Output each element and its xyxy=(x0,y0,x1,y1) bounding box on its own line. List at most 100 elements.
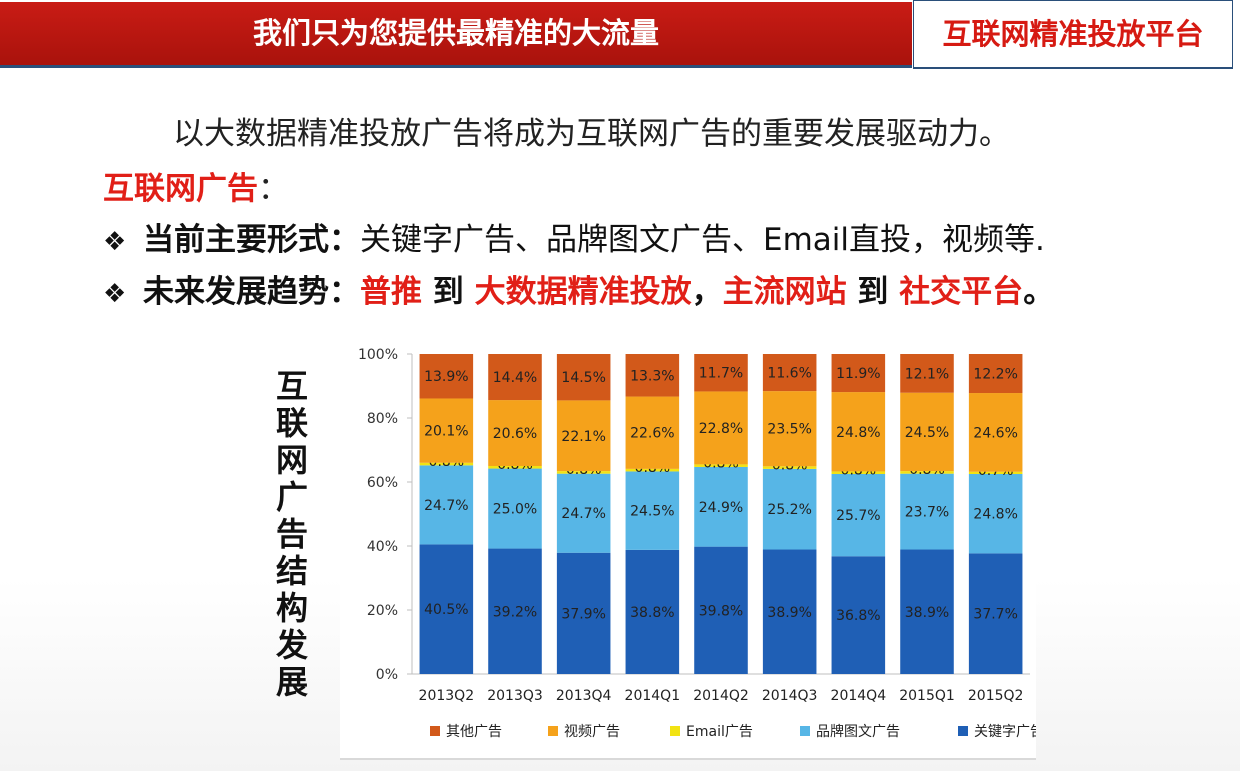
bar-segment xyxy=(968,393,1023,472)
data-label: 36.8% xyxy=(836,608,880,624)
side-title-char: 网 xyxy=(275,441,308,479)
x-tick-label: 2014Q4 xyxy=(831,688,887,704)
bar-segment xyxy=(900,549,954,674)
y-tick-label: 60% xyxy=(367,475,398,491)
data-label: 39.8% xyxy=(699,603,743,619)
left-banner: 我们只为您提供最精准的大流量 xyxy=(0,2,912,68)
legend-label: Email广告 xyxy=(686,724,753,740)
data-label: 37.9% xyxy=(561,606,605,622)
bar-segment xyxy=(556,354,611,401)
bar-segment xyxy=(488,466,542,469)
data-label: 11.6% xyxy=(767,366,811,382)
top-banner: 我们只为您提供最精准的大流量 互联网精准投放平台 xyxy=(0,0,1240,70)
data-label: 24.5% xyxy=(630,504,674,520)
bullet-future-trends: ❖ 未来发展趋势：普推 到 大数据精准投放，主流网站 到 社交平台。 xyxy=(103,266,1054,311)
bar-segment xyxy=(694,464,748,467)
side-title-char: 结 xyxy=(275,552,308,590)
side-title-char: 告 xyxy=(275,515,308,553)
data-label: 24.7% xyxy=(424,498,468,514)
bar-segment xyxy=(900,354,954,393)
data-label: 38.9% xyxy=(767,605,811,621)
data-label: 37.7% xyxy=(973,607,1017,623)
bar-segment xyxy=(762,549,817,674)
data-label: 13.3% xyxy=(630,368,674,384)
legend-swatch xyxy=(670,726,680,736)
intro-text: 以大数据精准投放广告将成为互联网广告的重要发展驱动力。 xyxy=(173,116,1010,152)
bar-segment xyxy=(419,465,474,545)
bar-segment xyxy=(488,468,542,549)
trend-sep-2: 到 xyxy=(846,274,900,310)
data-label: 38.9% xyxy=(905,605,949,621)
data-label: 23.5% xyxy=(767,422,811,438)
bar-segment xyxy=(488,548,542,674)
trend-mainstream: 主流网站 xyxy=(722,274,847,310)
bar-segment xyxy=(831,392,886,472)
data-label: 20.1% xyxy=(424,424,468,440)
side-title-char: 构 xyxy=(275,589,308,627)
bar-segment xyxy=(762,391,817,467)
data-label: 38.8% xyxy=(630,605,674,621)
bar-segment xyxy=(900,471,954,474)
trend-sep-1: 到 xyxy=(422,274,475,310)
bar-segment xyxy=(419,398,474,463)
bullet-diamond-icon: ❖ xyxy=(103,227,127,257)
right-banner: 互联网精准投放平台 xyxy=(913,0,1233,69)
bar-segment xyxy=(625,354,680,397)
bar-segment xyxy=(694,354,748,392)
y-tick-label: 40% xyxy=(367,539,398,555)
bar-segment xyxy=(488,354,542,401)
heading-label: 互联网广告 xyxy=(103,171,258,207)
bar-segment xyxy=(831,474,886,557)
bar-segment xyxy=(488,400,542,466)
x-tick-label: 2014Q1 xyxy=(625,688,681,704)
bar-segment xyxy=(625,549,680,674)
trend-push: 普推 xyxy=(360,274,422,310)
x-tick-label: 2013Q3 xyxy=(487,688,543,704)
data-label: 39.2% xyxy=(493,604,537,620)
y-tick-label: 100% xyxy=(358,347,398,363)
y-tick-label: 80% xyxy=(367,411,398,427)
bar-segment xyxy=(419,354,474,399)
bar-segment xyxy=(556,473,611,553)
bullet1-text: 关键字广告、品牌图文广告、Email直投，视频等. xyxy=(360,222,1045,258)
data-label: 12.2% xyxy=(973,367,1017,383)
bar-segment xyxy=(831,354,886,393)
bar-segment xyxy=(831,471,886,474)
data-label: 25.0% xyxy=(493,502,537,518)
legend-label: 视频广告 xyxy=(564,724,620,740)
side-title-char: 联 xyxy=(275,404,308,442)
trend-comma: ， xyxy=(691,274,723,310)
legend-label: 品牌图文广告 xyxy=(816,723,900,740)
bullet-current-forms: ❖ 当前主要形式：关键字广告、品牌图文广告、Email直投，视频等. xyxy=(103,214,1045,259)
bar-segment xyxy=(762,468,817,550)
bar-segment xyxy=(556,471,611,474)
bar-segment xyxy=(831,556,886,674)
legend-swatch xyxy=(548,726,558,736)
trend-end: 。 xyxy=(1023,274,1055,310)
bar-segment xyxy=(419,544,474,674)
data-label: 22.8% xyxy=(699,421,743,437)
legend-label: 其他广告 xyxy=(446,724,502,740)
bar-segment xyxy=(625,468,680,472)
bar-segment xyxy=(694,466,748,547)
legend-swatch xyxy=(800,726,810,736)
x-tick-label: 2015Q2 xyxy=(968,688,1024,704)
bar-segment xyxy=(762,466,817,469)
x-tick-label: 2013Q2 xyxy=(419,688,475,704)
data-label: 11.7% xyxy=(699,366,743,382)
x-tick-label: 2014Q3 xyxy=(762,688,818,704)
legend-swatch xyxy=(958,726,968,736)
data-label: 24.5% xyxy=(905,425,949,441)
x-tick-label: 2013Q4 xyxy=(556,688,612,704)
bar-segment xyxy=(968,471,1023,474)
data-label: 13.9% xyxy=(424,369,468,385)
data-label: 20.6% xyxy=(493,426,537,442)
data-label: 24.7% xyxy=(561,506,605,522)
bar-segment xyxy=(968,354,1023,394)
bar-segment xyxy=(694,391,748,465)
platform-title: 互联网精准投放平台 xyxy=(942,17,1204,51)
y-tick-label: 0% xyxy=(376,667,398,683)
x-tick-label: 2015Q1 xyxy=(899,688,955,704)
data-label: 23.7% xyxy=(905,505,949,521)
data-label: 24.8% xyxy=(973,507,1017,523)
